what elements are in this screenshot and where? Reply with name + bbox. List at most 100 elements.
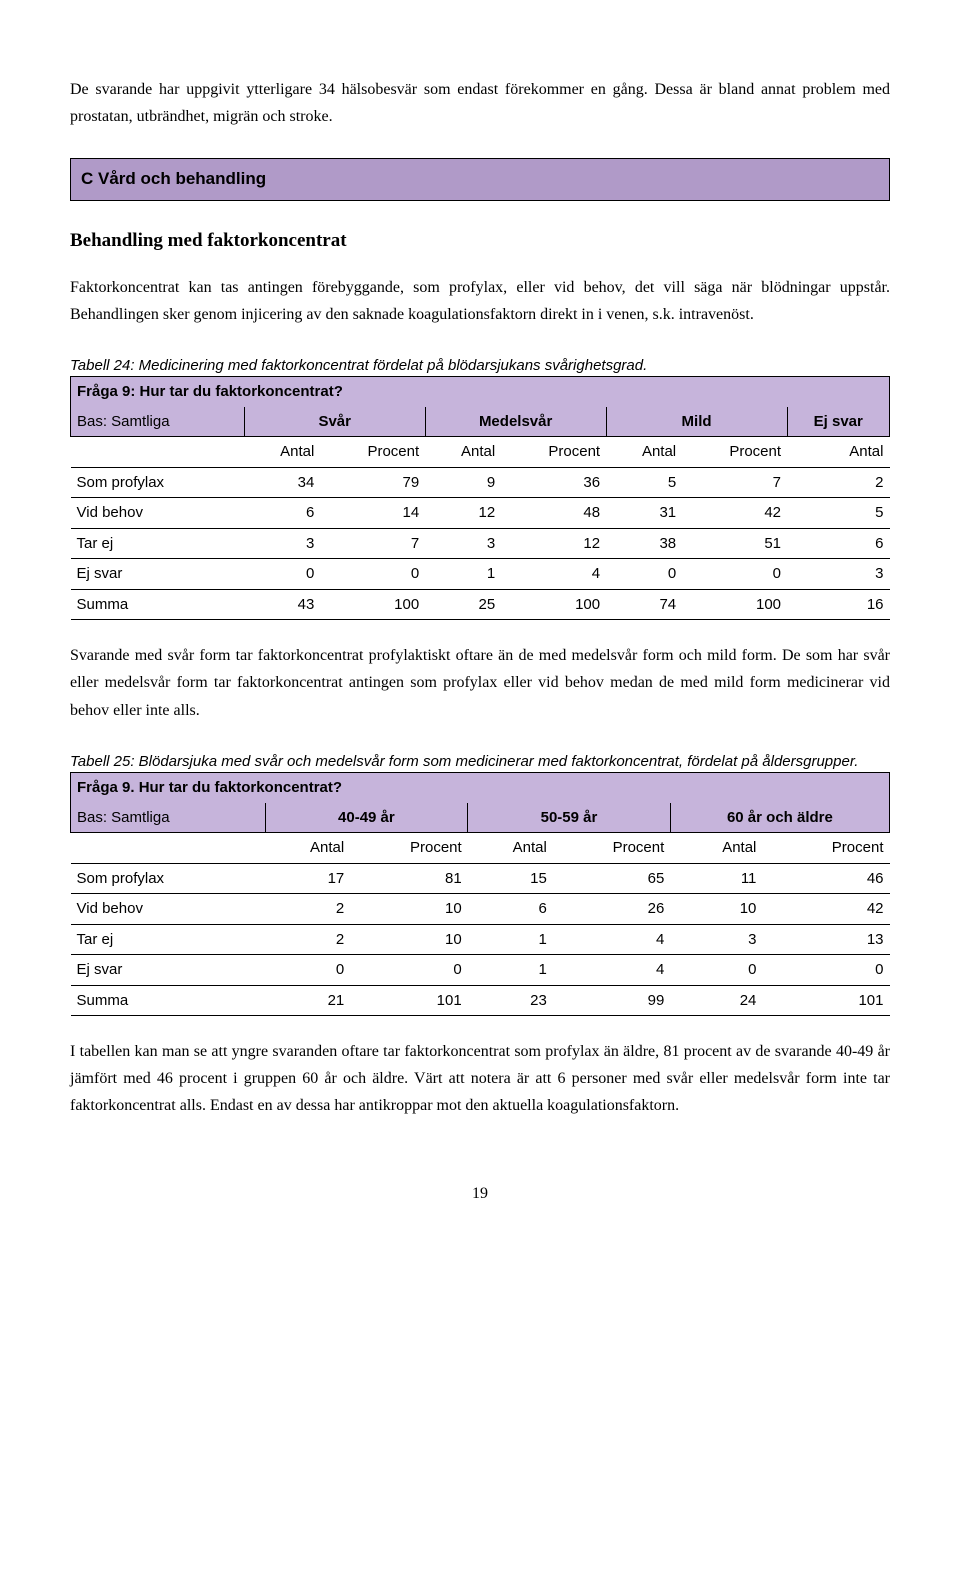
body-paragraph-3: I tabellen kan man se att yngre svarande…: [70, 1038, 890, 1120]
table-cell: 34: [244, 467, 320, 498]
table24-group-0: Svår: [244, 407, 425, 437]
section-header: C Vård och behandling: [70, 158, 890, 201]
table-cell: 6: [468, 894, 553, 925]
table-row-label: Ej svar: [71, 955, 266, 986]
table-cell: 4: [553, 924, 670, 955]
table-cell: 48: [501, 498, 606, 529]
table-cell: 5: [606, 467, 682, 498]
table-row-label: Tar ej: [71, 924, 266, 955]
table-cell: 10: [670, 894, 762, 925]
table-cell: 4: [501, 559, 606, 590]
table-cell: 3: [787, 559, 889, 590]
table-cell: 0: [682, 559, 787, 590]
table-cell: 1: [468, 955, 553, 986]
table-cell: 3: [425, 528, 501, 559]
table-cell: 101: [762, 985, 889, 1016]
table-subhead: Procent: [762, 833, 889, 864]
table-cell: 38: [606, 528, 682, 559]
table-subhead: Antal: [265, 833, 350, 864]
table24-base-label: Bas: Samtliga: [71, 407, 245, 437]
table-cell: 2: [787, 467, 889, 498]
intro-paragraph: De svarande har uppgivit ytterligare 34 …: [70, 76, 890, 130]
table-cell: 36: [501, 467, 606, 498]
table-row-label: Som profylax: [71, 863, 266, 894]
table24-group-1: Medelsvår: [425, 407, 606, 437]
table-cell: 101: [350, 985, 467, 1016]
table24-group-3: Ej svar: [787, 407, 889, 437]
table-cell: 42: [682, 498, 787, 529]
table-row-label: Summa: [71, 985, 266, 1016]
table-cell: 0: [670, 955, 762, 986]
table-subhead: Procent: [682, 437, 787, 468]
table-cell: 3: [670, 924, 762, 955]
table-cell: 21: [265, 985, 350, 1016]
table-row-label: Som profylax: [71, 467, 245, 498]
table-cell: 13: [762, 924, 889, 955]
table-cell: 0: [244, 559, 320, 590]
body-paragraph-2: Svarande med svår form tar faktorkoncent…: [70, 642, 890, 724]
table-subhead: Antal: [787, 437, 889, 468]
table-subhead: Procent: [320, 437, 425, 468]
table-cell: 79: [320, 467, 425, 498]
table-cell: 100: [682, 589, 787, 620]
table-cell: 12: [425, 498, 501, 529]
table-cell: 16: [787, 589, 889, 620]
table-subhead: Antal: [244, 437, 320, 468]
subsection-title: Behandling med faktorkoncentrat: [70, 225, 890, 257]
table-cell: 7: [320, 528, 425, 559]
table-cell: 1: [425, 559, 501, 590]
body-paragraph-1: Faktorkoncentrat kan tas antingen föreby…: [70, 274, 890, 328]
table-cell: 3: [244, 528, 320, 559]
page-number: 19: [70, 1180, 890, 1207]
table25-group-0: 40-49 år: [265, 803, 468, 833]
table-subhead: Procent: [501, 437, 606, 468]
table25-caption: Tabell 25: Blödarsjuka med svår och mede…: [70, 752, 890, 772]
table-cell: 10: [350, 924, 467, 955]
table25-group-1: 50-59 år: [468, 803, 671, 833]
table-cell: 10: [350, 894, 467, 925]
table-cell: 46: [762, 863, 889, 894]
table-cell: 100: [320, 589, 425, 620]
table-cell: [71, 437, 245, 468]
table25: Fråga 9. Hur tar du faktorkoncentrat? Ba…: [70, 772, 890, 1016]
table25-group-2: 60 år och äldre: [670, 803, 889, 833]
table-cell: 23: [468, 985, 553, 1016]
table25-question: Fråga 9. Hur tar du faktorkoncentrat?: [71, 773, 890, 803]
table-cell: 1: [468, 924, 553, 955]
table-subhead: Antal: [606, 437, 682, 468]
table-subhead: Antal: [425, 437, 501, 468]
table-cell: 9: [425, 467, 501, 498]
table-cell: 6: [244, 498, 320, 529]
table-cell: 14: [320, 498, 425, 529]
table24: Fråga 9: Hur tar du faktorkoncentrat? Ba…: [70, 376, 890, 620]
table-row-label: Tar ej: [71, 528, 245, 559]
table-cell: 65: [553, 863, 670, 894]
table-cell: 0: [606, 559, 682, 590]
table-cell: 7: [682, 467, 787, 498]
table-cell: 5: [787, 498, 889, 529]
table25-base-label: Bas: Samtliga: [71, 803, 266, 833]
table-cell: 26: [553, 894, 670, 925]
table-cell: 24: [670, 985, 762, 1016]
table-cell: 99: [553, 985, 670, 1016]
table-cell: 81: [350, 863, 467, 894]
table-cell: 74: [606, 589, 682, 620]
table-cell: 2: [265, 894, 350, 925]
table-cell: 0: [265, 955, 350, 986]
table-cell: 43: [244, 589, 320, 620]
table-subhead: Procent: [350, 833, 467, 864]
table-cell: 0: [350, 955, 467, 986]
table-subhead: Antal: [670, 833, 762, 864]
table-cell: [71, 833, 266, 864]
table-subhead: Procent: [553, 833, 670, 864]
table-cell: 51: [682, 528, 787, 559]
table-cell: 0: [320, 559, 425, 590]
table-cell: 31: [606, 498, 682, 529]
table-cell: 6: [787, 528, 889, 559]
table-cell: 2: [265, 924, 350, 955]
table-cell: 42: [762, 894, 889, 925]
table-cell: 17: [265, 863, 350, 894]
table-cell: 15: [468, 863, 553, 894]
table24-group-2: Mild: [606, 407, 787, 437]
table-cell: 4: [553, 955, 670, 986]
